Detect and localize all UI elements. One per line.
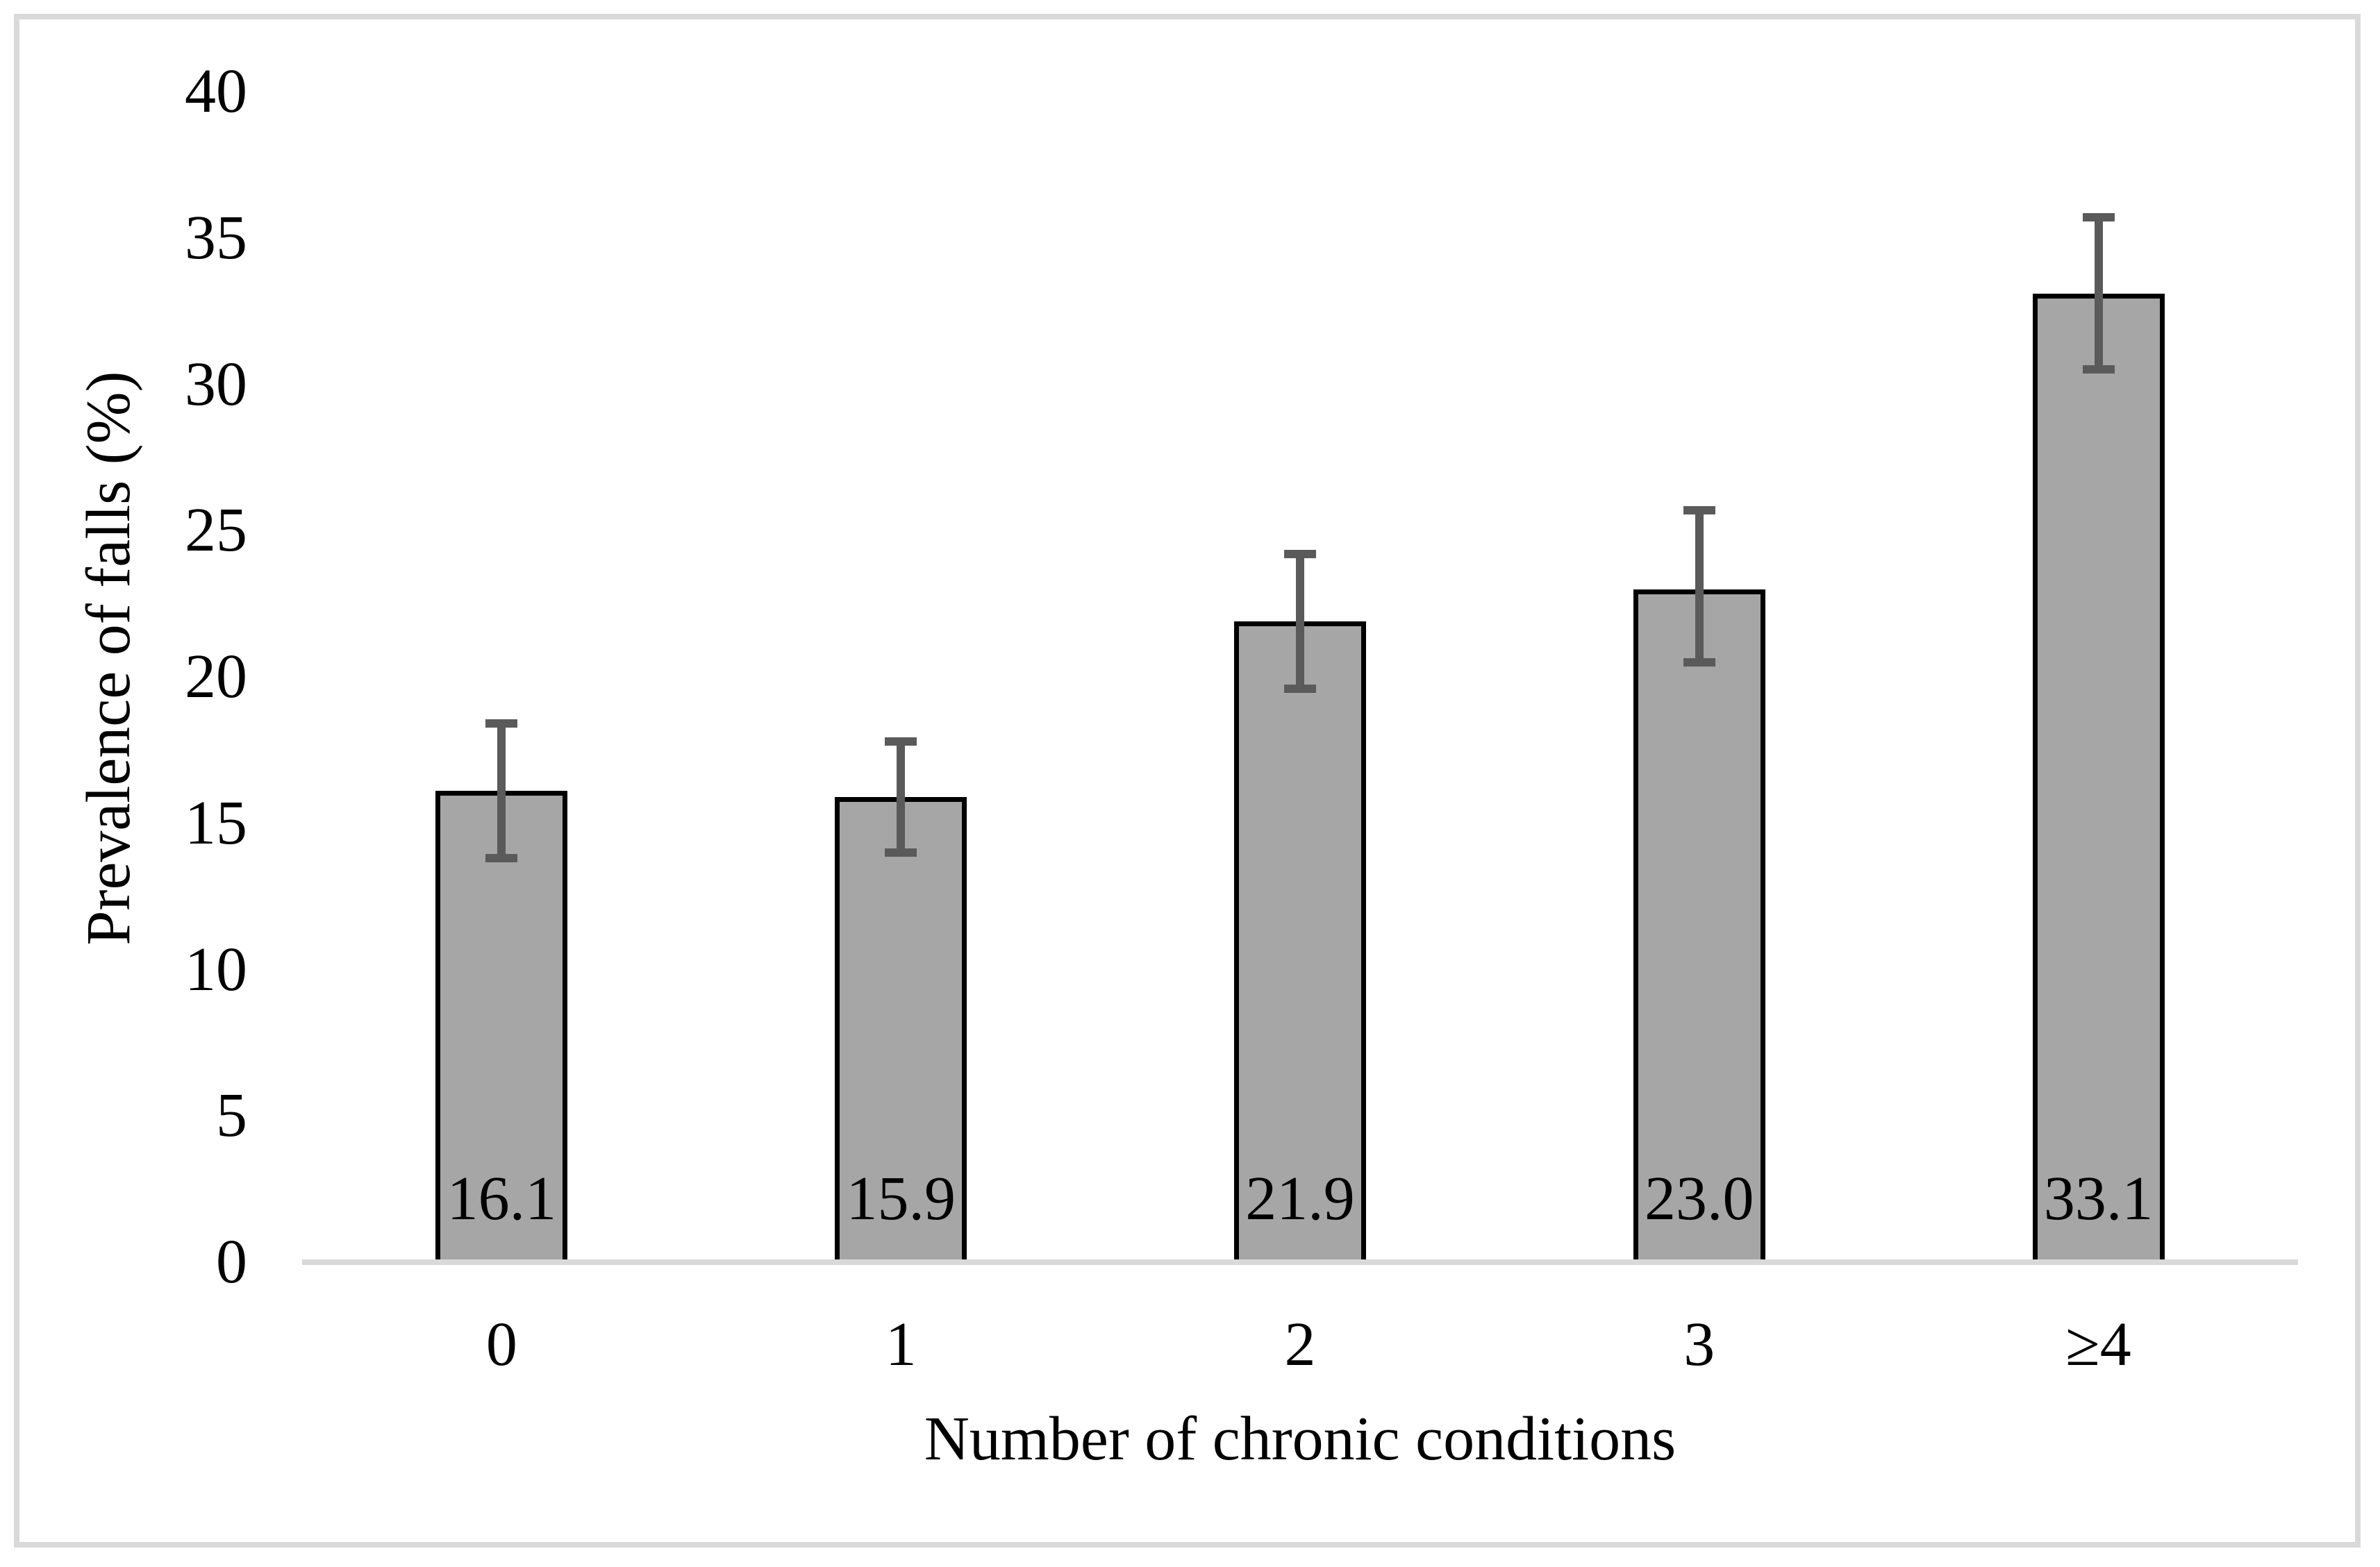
bar-value-label: 23.0 (1645, 1164, 1754, 1233)
bar-value-label: 15.9 (846, 1164, 956, 1233)
bar (2032, 293, 2165, 1262)
x-tick-label: 0 (485, 1310, 517, 1379)
error-bar-cap-bottom (885, 848, 917, 857)
error-bar-cap-bottom (2082, 365, 2115, 374)
error-bar-cap-top (485, 719, 518, 728)
error-bar-cap-bottom (1683, 657, 1715, 667)
bar (1234, 621, 1366, 1262)
bar (435, 791, 568, 1262)
bar-value-label: 21.9 (1245, 1164, 1355, 1233)
y-tick-label: 15 (185, 788, 247, 857)
bar (1633, 589, 1765, 1262)
x-axis-title: Number of chronic conditions (924, 1405, 1676, 1473)
x-tick-label: 2 (1284, 1310, 1316, 1379)
y-tick-label: 25 (185, 496, 247, 565)
error-bar-whisker (897, 741, 906, 853)
x-tick-label: 3 (1683, 1310, 1715, 1379)
x-tick-label: ≥4 (2065, 1310, 2131, 1379)
error-bar-cap-top (1284, 549, 1316, 558)
error-bar-whisker (497, 723, 506, 859)
bar-value-label: 33.1 (2043, 1164, 2154, 1233)
error-bar-cap-top (2082, 213, 2115, 222)
error-bar-whisker (1296, 553, 1304, 689)
y-tick-label: 0 (216, 1227, 247, 1296)
y-tick-label: 35 (185, 203, 247, 272)
y-tick-label: 10 (185, 935, 247, 1004)
figure-border (14, 14, 2361, 1548)
bar-value-label: 16.1 (447, 1164, 557, 1233)
error-bar-cap-bottom (485, 854, 518, 863)
y-tick-label: 20 (185, 642, 247, 711)
error-bar-whisker (1695, 510, 1704, 662)
x-axis-line (302, 1259, 2298, 1265)
y-tick-label: 5 (216, 1081, 247, 1150)
y-tick-label: 40 (185, 57, 247, 126)
x-tick-label: 1 (885, 1310, 917, 1379)
error-bar-cap-bottom (1284, 684, 1316, 693)
bar (835, 796, 967, 1262)
error-bar-whisker (2094, 217, 2103, 370)
y-tick-label: 30 (185, 349, 247, 419)
error-bar-cap-top (1683, 505, 1715, 514)
error-bar-cap-top (885, 737, 917, 746)
